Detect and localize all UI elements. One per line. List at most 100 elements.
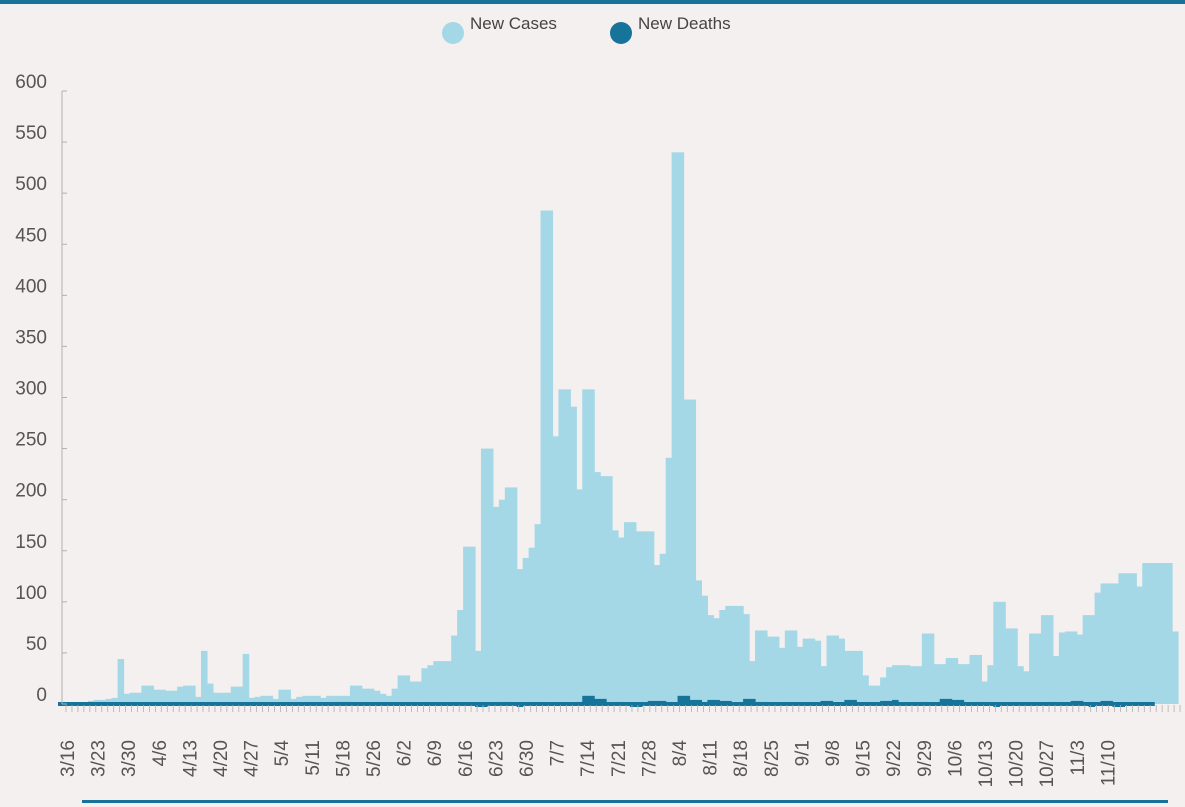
deaths-bar <box>81 702 89 706</box>
cases-bar <box>248 697 256 704</box>
deaths-bar <box>1112 702 1120 708</box>
cases-bar <box>195 696 202 704</box>
cases-bar <box>1106 583 1114 704</box>
cases-bar <box>1118 573 1125 704</box>
cases-bar <box>1088 615 1096 704</box>
cases-bar <box>415 681 423 704</box>
cases-bar <box>981 681 988 704</box>
x-tick-label: 10/27 <box>1037 740 1058 788</box>
cases-bar <box>903 665 911 704</box>
cases-bar <box>570 406 577 704</box>
deaths-bar <box>272 702 280 706</box>
deaths-bar <box>1100 700 1108 706</box>
deaths-bar <box>224 702 232 706</box>
deaths-bar <box>93 702 101 706</box>
deaths-bar <box>933 702 941 706</box>
cases-bar <box>1040 615 1048 704</box>
deaths-bar <box>153 702 160 706</box>
cases-bar <box>385 695 393 704</box>
deaths-bar <box>1058 702 1066 706</box>
deaths-bar <box>987 702 994 706</box>
deaths-bar <box>647 700 655 706</box>
deaths-bar <box>308 702 315 706</box>
cases-bar <box>1154 563 1161 704</box>
cases-bar <box>749 661 756 704</box>
deaths-bar <box>856 702 863 706</box>
deaths-bar <box>623 702 631 706</box>
cases-bar <box>701 595 708 704</box>
deaths-bar <box>522 702 530 706</box>
deaths-bar <box>939 698 947 706</box>
cases-bar <box>522 557 530 704</box>
deaths-bar <box>236 702 244 706</box>
deaths-bar <box>570 702 577 706</box>
deaths-bar <box>260 702 268 706</box>
cases-bar <box>391 688 399 704</box>
deaths-bar <box>421 702 428 706</box>
deaths-bar <box>498 701 506 706</box>
cases-bar <box>147 685 154 704</box>
cases-bar <box>1142 563 1149 704</box>
x-tick-label: 6/30 <box>517 740 538 777</box>
deaths-bar <box>206 702 214 706</box>
cases-bar <box>820 666 828 704</box>
cases-bar <box>296 696 303 704</box>
deaths-bar <box>159 702 166 706</box>
deaths-bar <box>451 702 458 706</box>
legend-label-cases: New Cases <box>470 14 557 33</box>
deaths-bar <box>778 702 786 706</box>
deaths-bar <box>844 699 851 706</box>
x-tick-label: 3/23 <box>89 740 110 777</box>
cases-bar <box>1058 632 1066 704</box>
cases-bar <box>838 638 845 704</box>
x-tick-label: 6/23 <box>486 740 507 777</box>
deaths-bar <box>278 702 285 706</box>
cases-bar <box>1124 573 1131 704</box>
cases-bar <box>933 664 941 704</box>
deaths-bar <box>427 702 434 706</box>
deaths-bar <box>480 702 488 708</box>
deaths-bar <box>266 702 274 706</box>
cases-bar <box>361 688 369 704</box>
cases-bar <box>886 667 893 704</box>
cases-bar <box>856 650 863 704</box>
deaths-bar <box>957 699 965 706</box>
deaths-bar <box>504 701 512 706</box>
deaths-bar <box>457 702 464 706</box>
deaths-bar <box>195 702 202 706</box>
deaths-bar <box>612 701 619 706</box>
deaths-bar <box>540 702 548 706</box>
deaths-bar <box>403 702 411 706</box>
cases-bar <box>1029 633 1036 704</box>
cases-bar <box>1160 563 1167 704</box>
deaths-bar <box>1094 702 1102 706</box>
deaths-bar <box>588 695 595 706</box>
deaths-bar <box>361 702 369 706</box>
deaths-bar <box>689 699 697 706</box>
deaths-bar <box>618 701 625 706</box>
deaths-bar <box>981 701 988 706</box>
x-tick-label: 11/10 <box>1098 740 1119 786</box>
deaths-bar <box>695 699 703 706</box>
cases-bar <box>153 689 160 704</box>
cases-bar <box>308 695 315 704</box>
cases-bar <box>659 553 667 704</box>
deaths-bar <box>302 702 309 706</box>
cases-bar <box>397 675 405 704</box>
cases-bar <box>189 685 196 704</box>
deaths-bar <box>1017 702 1024 706</box>
legend: New Cases New Deaths <box>0 14 1185 44</box>
cases-bar <box>874 685 881 704</box>
x-tick-label: 9/8 <box>823 740 844 766</box>
deaths-bar <box>653 700 661 706</box>
cases-bar <box>909 666 917 704</box>
cases-bar <box>1148 563 1155 704</box>
cases-bar <box>927 633 935 704</box>
cases-bars <box>87 152 1179 705</box>
deaths-bar <box>796 702 804 706</box>
cases-bar <box>290 698 297 704</box>
deaths-bar <box>475 702 482 708</box>
x-tick-label: 5/26 <box>364 740 385 777</box>
x-tick-label: 9/22 <box>884 740 905 777</box>
cases-bar <box>1166 563 1173 704</box>
